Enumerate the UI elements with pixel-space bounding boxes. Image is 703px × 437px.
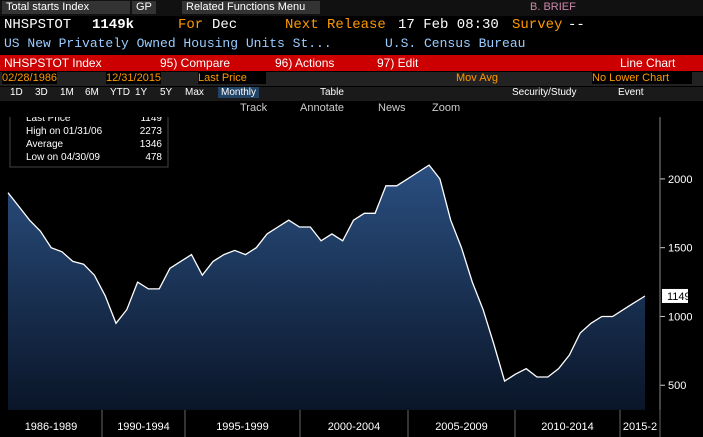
ticker-menu[interactable]: Total starts Index bbox=[2, 1, 130, 14]
y-tick-label: 1500 bbox=[668, 243, 692, 255]
chart: 500 1000 1500 2000 1149 1986-1989 1990-1994 199… bbox=[0, 117, 703, 437]
y-tick-label: 500 bbox=[668, 380, 686, 392]
tool-button[interactable]: Annotate bbox=[300, 102, 345, 114]
y-tick-label: 2000 bbox=[668, 174, 692, 186]
field[interactable]: Last Price bbox=[198, 72, 266, 84]
lower-chart[interactable]: No Lower Chart bbox=[592, 72, 692, 84]
x-band-label: 2015-2 bbox=[623, 421, 657, 433]
security-study[interactable]: Security/Study bbox=[512, 87, 577, 98]
x-band-label: 1995-1999 bbox=[216, 421, 269, 433]
legend-label: Low on 04/30/09 bbox=[26, 152, 100, 163]
top-bar: Total starts Index GP Related Functions … bbox=[0, 0, 703, 16]
actions[interactable]: 96) Actions bbox=[275, 56, 335, 70]
last-value: 1149 bbox=[667, 291, 691, 303]
tool-row: Track Annotate News Zoom bbox=[0, 102, 703, 117]
x-axis-bg bbox=[0, 410, 703, 437]
period-button[interactable]: 1M bbox=[60, 87, 74, 98]
event[interactable]: Event bbox=[618, 87, 644, 98]
period-button[interactable]: YTD bbox=[110, 87, 130, 98]
period-button[interactable]: 1D bbox=[10, 87, 23, 98]
y-tick-label: 1000 bbox=[668, 311, 692, 323]
last: 1149k bbox=[92, 17, 135, 33]
table[interactable]: Table bbox=[320, 87, 344, 98]
tool-button[interactable]: Zoom bbox=[432, 102, 461, 114]
toolbar: NHSPSTOT Index 95) Compare 96) Actions 9… bbox=[0, 55, 703, 71]
x-band-label: 2010-2014 bbox=[541, 421, 594, 433]
period-button[interactable]: 3D bbox=[35, 87, 48, 98]
line bbox=[7, 164, 646, 383]
last-box bbox=[662, 288, 688, 303]
start-date[interactable]: 02/28/1986 bbox=[2, 72, 58, 84]
description-row: US New Privately Owned Housing Units St.… bbox=[0, 36, 703, 52]
chart-type: Line Chart bbox=[620, 56, 676, 70]
survey-label: Survey bbox=[512, 17, 563, 33]
legend-value: 1149 bbox=[140, 117, 162, 124]
ticker: NHSPSTOT bbox=[4, 17, 72, 33]
legend-label: High on 01/31/06 bbox=[26, 126, 103, 137]
mov-avg[interactable]: Mov Avg bbox=[456, 72, 498, 84]
for-label: For bbox=[178, 17, 204, 33]
release-label: Next Release bbox=[285, 17, 386, 33]
tool-button[interactable]: News bbox=[378, 102, 406, 114]
legend-label: Last Price bbox=[26, 117, 71, 124]
frequency[interactable]: Monthly bbox=[218, 87, 260, 98]
x-band-label: 2005-2009 bbox=[435, 421, 488, 433]
period-button[interactable]: Max bbox=[185, 87, 204, 98]
legend-value: 2273 bbox=[140, 126, 163, 137]
edit[interactable]: 97) Edit bbox=[377, 56, 419, 70]
end-date[interactable]: 12/31/2015 bbox=[106, 72, 162, 84]
area bbox=[8, 165, 645, 410]
brief[interactable]: B. BRIEF bbox=[530, 1, 576, 13]
period-button[interactable]: 5Y bbox=[160, 87, 173, 98]
period-button[interactable]: 1Y bbox=[135, 87, 148, 98]
header: NHSPSTOT 1149k For Dec Next Release 17 F… bbox=[0, 17, 703, 35]
legend-label: Average bbox=[26, 139, 64, 150]
gp-menu[interactable]: GP bbox=[132, 1, 156, 14]
source: U.S. Census Bureau bbox=[385, 36, 526, 51]
survey-value: -- bbox=[568, 17, 585, 33]
range-row: 02/28/1986 12/31/2015 Last Price Mov Avg… bbox=[0, 72, 703, 86]
tool-button[interactable]: Track bbox=[240, 102, 268, 114]
release-value: 17 Feb 08:30 bbox=[398, 17, 499, 33]
x-band-label: 1990-1994 bbox=[117, 421, 170, 433]
legend-value: 1346 bbox=[140, 139, 163, 150]
compare[interactable]: 95) Compare bbox=[160, 56, 231, 70]
period-button[interactable]: 6M bbox=[85, 87, 99, 98]
related-menu[interactable]: Related Functions Menu bbox=[182, 1, 320, 14]
security: NHSPSTOT Index bbox=[4, 56, 102, 70]
x-band-label: 2000-2004 bbox=[328, 421, 381, 433]
x-band-label: 1986-1989 bbox=[25, 421, 78, 433]
for-value: Dec bbox=[212, 17, 238, 33]
period-row: Monthly Table Security/Study Event 1D 3D 1… bbox=[0, 87, 703, 101]
legend-value: 478 bbox=[145, 152, 162, 163]
description: US New Privately Owned Housing Units St.… bbox=[4, 36, 332, 51]
legend-box bbox=[9, 117, 169, 168]
